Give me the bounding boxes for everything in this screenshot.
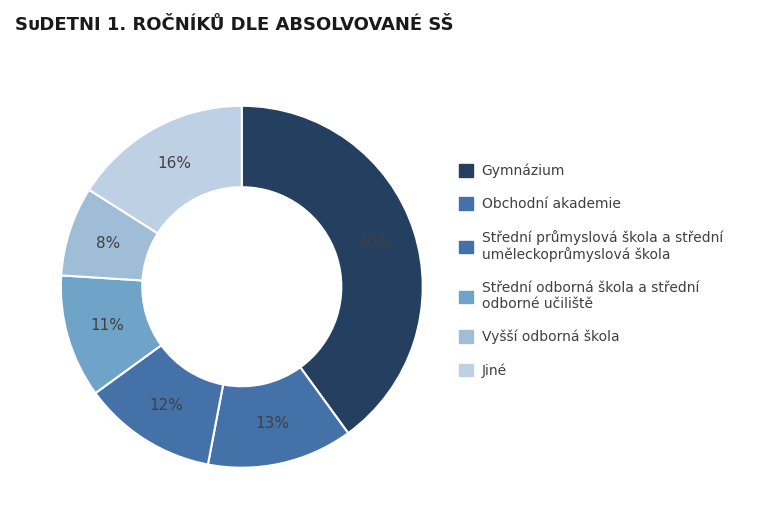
Text: SᴜDETNI 1. ROČNÍKŮ DLE ABSOLVOVANÉ SŠ: SᴜDETNI 1. ROČNÍKŮ DLE ABSOLVOVANÉ SŠ [15,16,453,34]
Wedge shape [95,345,223,465]
Wedge shape [61,276,161,393]
Wedge shape [242,106,423,433]
Text: 16%: 16% [158,156,191,172]
Text: 8%: 8% [96,236,121,251]
Wedge shape [208,367,348,468]
Wedge shape [89,106,242,234]
Legend: Gymnázium, Obchodní akademie, Střední průmyslová škola a střední
uměleckoprůmysl: Gymnázium, Obchodní akademie, Střední pr… [459,164,723,378]
Text: 12%: 12% [150,398,183,413]
Text: 11%: 11% [90,319,124,333]
Wedge shape [61,190,158,280]
Text: 40%: 40% [358,236,392,251]
Text: 13%: 13% [255,416,289,431]
